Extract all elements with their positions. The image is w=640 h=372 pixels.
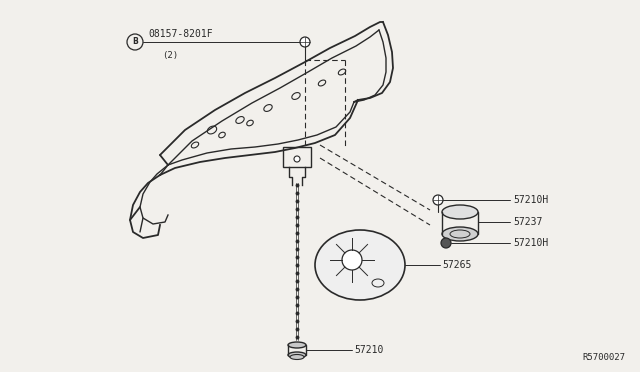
- Ellipse shape: [442, 227, 478, 241]
- Circle shape: [441, 238, 451, 248]
- Circle shape: [300, 37, 310, 47]
- Circle shape: [342, 250, 362, 270]
- Text: 57210H: 57210H: [513, 195, 548, 205]
- Circle shape: [433, 195, 443, 205]
- Text: 57210: 57210: [354, 345, 383, 355]
- Text: B: B: [132, 38, 138, 46]
- Ellipse shape: [290, 355, 304, 359]
- Circle shape: [294, 156, 300, 162]
- Ellipse shape: [315, 230, 405, 300]
- Ellipse shape: [442, 205, 478, 219]
- Ellipse shape: [288, 342, 306, 348]
- Text: (2): (2): [162, 51, 178, 60]
- Ellipse shape: [288, 352, 306, 358]
- Text: 57265: 57265: [442, 260, 472, 270]
- Text: 57237: 57237: [513, 217, 542, 227]
- Bar: [283, 147, 311, 167]
- Text: 08157-8201F: 08157-8201F: [148, 29, 212, 39]
- Text: 57210H: 57210H: [513, 238, 548, 248]
- Text: R5700027: R5700027: [582, 353, 625, 362]
